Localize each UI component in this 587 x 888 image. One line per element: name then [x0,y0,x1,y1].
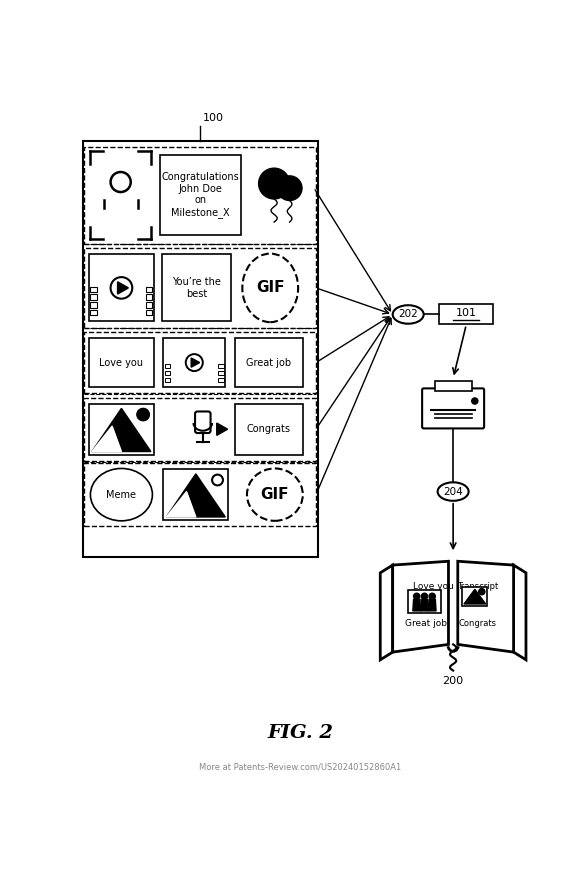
Bar [218,377,224,382]
Text: 202: 202 [399,309,418,320]
Polygon shape [413,599,420,611]
Text: Congrats: Congrats [459,619,497,628]
Polygon shape [117,281,129,294]
Bar [162,254,231,321]
Polygon shape [420,599,429,611]
Bar [89,404,154,455]
Text: 100: 100 [203,113,224,123]
FancyBboxPatch shape [422,388,484,428]
Bar [146,295,153,300]
Bar [408,591,441,614]
Polygon shape [217,423,228,435]
Bar [84,332,316,393]
Polygon shape [514,565,526,660]
Bar [146,310,153,315]
Text: You’re the
best: You’re the best [172,277,221,298]
Bar [165,377,170,382]
Bar [90,287,97,292]
Text: 204: 204 [443,487,463,496]
Bar [434,381,472,392]
Bar [165,370,170,376]
Polygon shape [92,408,151,451]
Circle shape [429,593,436,599]
FancyBboxPatch shape [195,411,211,433]
Circle shape [414,593,420,599]
Text: More at Patents-Review.com/US20240152860A1: More at Patents-Review.com/US20240152860… [200,763,402,772]
Bar [163,469,228,520]
Polygon shape [458,561,514,652]
Bar [83,141,318,557]
Ellipse shape [393,305,424,324]
Text: Love you: Love you [99,358,143,368]
Text: 101: 101 [456,308,477,318]
Text: Love you: Love you [413,582,454,591]
Circle shape [479,589,485,595]
Circle shape [137,408,149,421]
Ellipse shape [438,482,468,501]
Text: Congrats: Congrats [247,424,291,434]
Bar [439,305,494,324]
Text: GIF: GIF [256,281,285,296]
Polygon shape [429,599,436,611]
Bar [235,338,303,387]
Circle shape [259,168,289,199]
Bar [90,295,97,300]
Bar [146,302,153,307]
Bar [84,249,316,328]
Bar [89,338,154,387]
Polygon shape [166,492,196,517]
Bar [165,364,170,369]
Bar [218,364,224,369]
Text: Great job: Great job [246,358,291,368]
Polygon shape [166,474,225,517]
Bar [90,310,97,315]
Ellipse shape [247,469,303,521]
Polygon shape [191,358,200,368]
Ellipse shape [242,254,298,322]
Text: Great job: Great job [405,619,447,628]
Text: GIF: GIF [261,488,289,502]
Text: Congratulations
John Doe
on
Milestone_X: Congratulations John Doe on Milestone_X [161,172,239,218]
Text: FIG. 2: FIG. 2 [268,724,333,741]
Text: Transcript: Transcript [457,582,498,591]
Polygon shape [464,590,485,604]
Ellipse shape [90,469,153,521]
Bar [463,587,487,606]
Polygon shape [92,426,122,451]
Bar [146,287,153,292]
Circle shape [277,176,302,201]
Bar [84,147,316,243]
Polygon shape [393,561,448,652]
Bar [90,302,97,307]
Circle shape [421,593,427,599]
Bar [163,338,225,387]
Circle shape [472,398,478,404]
Text: Meme: Meme [106,489,136,500]
Text: 200: 200 [443,676,464,686]
Bar [89,254,154,321]
Polygon shape [380,565,393,660]
Bar [84,398,316,461]
Bar [235,404,303,455]
Bar [218,370,224,376]
Bar [160,155,241,235]
Bar [84,463,316,527]
